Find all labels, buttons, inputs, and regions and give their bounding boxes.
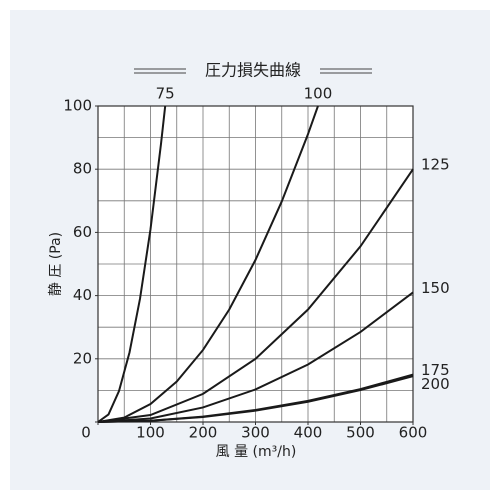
x-tick-label: 0 (81, 424, 91, 442)
series-label: 75 (156, 85, 175, 103)
y-tick-label: 60 (73, 223, 92, 241)
series-label: 200 (421, 375, 450, 393)
x-axis-label: 風 量 (m³/h) (216, 444, 297, 460)
x-tick-label: 300 (241, 424, 270, 442)
y-tick-label: 100 (63, 97, 92, 115)
x-tick-label: 200 (189, 424, 218, 442)
y-tick-label: 40 (73, 286, 92, 304)
series-label: 175 (421, 361, 450, 379)
x-tick-label: 100 (136, 424, 165, 442)
x-tick-label: 600 (399, 424, 428, 442)
curve (97, 105, 319, 423)
curve (97, 105, 167, 423)
curve (97, 375, 414, 423)
y-tick-label: 80 (73, 160, 92, 178)
curve (97, 168, 414, 423)
series-label: 150 (421, 279, 450, 297)
chart-title: 圧力損失曲線 (205, 61, 301, 80)
series-label: 125 (421, 156, 450, 174)
x-tick-label: 400 (294, 424, 323, 442)
series-label: 100 (304, 85, 333, 103)
y-tick-label: 20 (73, 349, 92, 367)
x-tick-label: 500 (346, 424, 375, 442)
title-decoration (134, 68, 372, 74)
y-axis-label: 静 圧 (Pa) (48, 232, 64, 296)
curve (97, 291, 414, 423)
